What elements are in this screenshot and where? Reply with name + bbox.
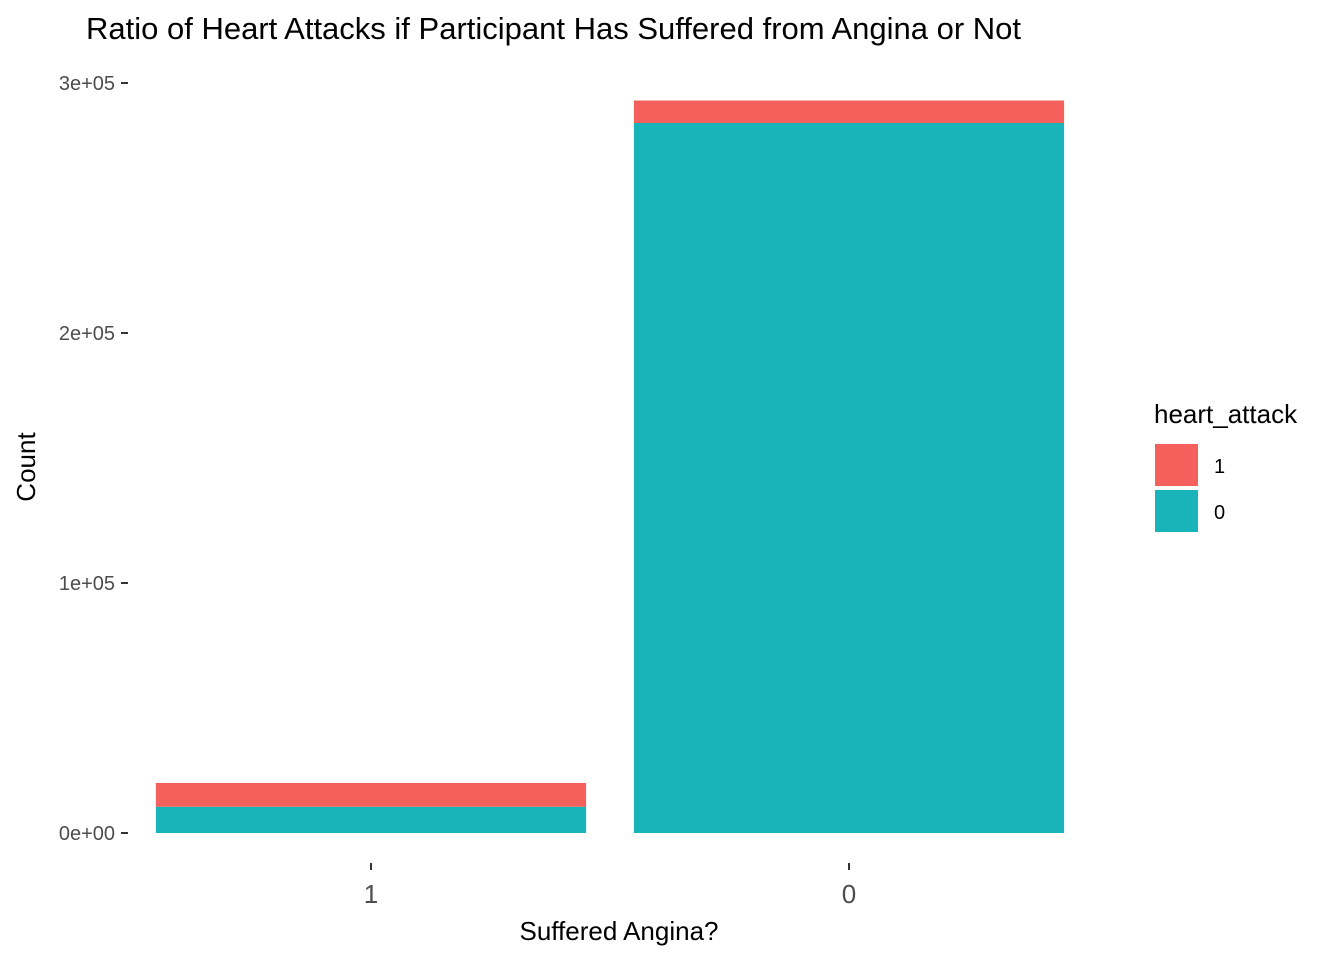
- legend: heart_attack 1 0: [1154, 399, 1298, 532]
- y-tick-label: 3e+05: [59, 73, 115, 95]
- x-tick-label: 1: [364, 879, 378, 909]
- y-tick-label: 1e+05: [59, 573, 115, 595]
- bar-segment: [155, 806, 587, 833]
- x-axis-title: Suffered Angina?: [519, 916, 718, 946]
- bars: [155, 100, 1065, 833]
- legend-label: 1: [1214, 456, 1225, 478]
- bar-segment: [155, 783, 587, 807]
- y-tick-label: 2e+05: [59, 323, 115, 345]
- legend-swatch: [1155, 490, 1198, 532]
- y-axis: 0e+00 1e+05 2e+05 3e+05: [59, 73, 128, 845]
- legend-title: heart_attack: [1154, 399, 1298, 429]
- x-tick-label: 0: [842, 879, 856, 909]
- chart-title: Ratio of Heart Attacks if Participant Ha…: [86, 11, 1021, 46]
- legend-swatch: [1155, 444, 1198, 486]
- legend-label: 0: [1214, 502, 1225, 524]
- bar-segment: [633, 100, 1065, 123]
- bar-segment: [633, 123, 1065, 833]
- y-axis-title: Count: [11, 432, 41, 502]
- y-tick-label: 0e+00: [59, 823, 115, 845]
